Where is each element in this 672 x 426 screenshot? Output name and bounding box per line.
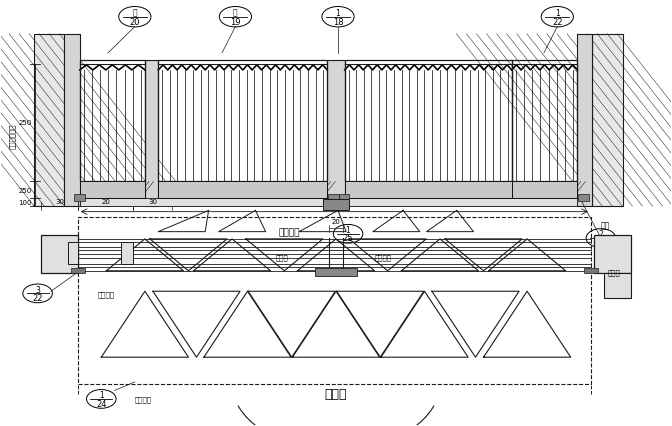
Text: 门洞宽度: 门洞宽度	[327, 200, 345, 209]
Text: 22: 22	[595, 238, 606, 247]
Bar	[75, 195, 85, 201]
Text: 250: 250	[18, 120, 32, 126]
Bar	[80, 182, 145, 198]
Text: 20: 20	[101, 199, 110, 204]
Text: 2: 2	[599, 230, 603, 239]
Bar	[511, 182, 577, 198]
Text: 内立面图: 内立面图	[278, 227, 300, 236]
Text: 1: 1	[345, 225, 350, 235]
Bar	[328, 195, 339, 201]
Text: 250: 250	[18, 187, 32, 193]
Bar	[577, 35, 592, 207]
Bar	[327, 61, 345, 207]
Text: 19: 19	[230, 18, 241, 27]
Bar	[578, 195, 589, 201]
Text: 门扇标志高度: 门扇标志高度	[9, 123, 16, 148]
Text: 24: 24	[96, 399, 107, 408]
Text: 22: 22	[32, 294, 43, 302]
Text: 单孔插座: 单孔插座	[98, 291, 115, 297]
Text: 3: 3	[35, 285, 40, 294]
Text: 30: 30	[55, 199, 65, 204]
Bar	[314, 268, 358, 277]
Bar	[159, 61, 327, 182]
Bar	[68, 243, 78, 265]
Text: 1: 1	[99, 390, 103, 399]
Text: 20: 20	[331, 219, 341, 225]
Bar	[78, 217, 591, 384]
Text: 门柱: 门柱	[601, 221, 610, 230]
Bar	[41, 235, 78, 273]
Text: 18: 18	[333, 18, 343, 27]
Bar	[584, 268, 597, 273]
Bar	[80, 61, 145, 182]
Bar	[80, 198, 577, 207]
Bar	[65, 35, 80, 207]
Text: 开门机: 开门机	[607, 269, 620, 276]
Text: 一: 一	[132, 9, 137, 17]
Text: 双孔插座: 双孔插座	[374, 254, 392, 261]
Text: 电门槛: 电门槛	[276, 254, 289, 261]
Bar	[345, 182, 511, 198]
Bar	[34, 35, 65, 207]
Text: 22: 22	[552, 18, 562, 27]
Text: 25: 25	[343, 234, 353, 243]
Text: 20: 20	[130, 18, 140, 27]
Text: 100: 100	[18, 199, 32, 205]
Bar	[122, 243, 134, 265]
Text: 1: 1	[335, 9, 341, 17]
Bar	[339, 195, 349, 201]
Bar	[71, 268, 85, 273]
Bar	[145, 61, 159, 207]
Text: 1: 1	[555, 9, 560, 17]
Bar	[511, 61, 577, 182]
Text: 30: 30	[149, 199, 157, 204]
Text: 单孔插座: 单孔插座	[135, 396, 152, 402]
Text: 平面图: 平面图	[325, 387, 347, 400]
Bar	[604, 273, 631, 299]
Bar	[592, 35, 623, 207]
Bar	[594, 235, 631, 273]
Bar	[323, 199, 349, 210]
Text: 一: 一	[233, 9, 238, 17]
Bar	[345, 61, 511, 182]
Bar	[159, 182, 327, 198]
